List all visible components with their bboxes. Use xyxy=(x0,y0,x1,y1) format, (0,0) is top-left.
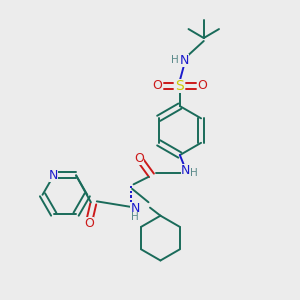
Text: H: H xyxy=(171,56,178,65)
Text: O: O xyxy=(197,79,207,92)
Text: N: N xyxy=(180,54,189,67)
Text: H: H xyxy=(190,168,198,178)
Text: N: N xyxy=(49,169,58,182)
Text: N: N xyxy=(181,164,190,176)
Text: N: N xyxy=(130,202,140,215)
Text: O: O xyxy=(135,152,145,166)
Text: O: O xyxy=(84,217,94,230)
Text: O: O xyxy=(152,79,162,92)
Text: H: H xyxy=(131,212,139,222)
Text: S: S xyxy=(176,79,184,93)
